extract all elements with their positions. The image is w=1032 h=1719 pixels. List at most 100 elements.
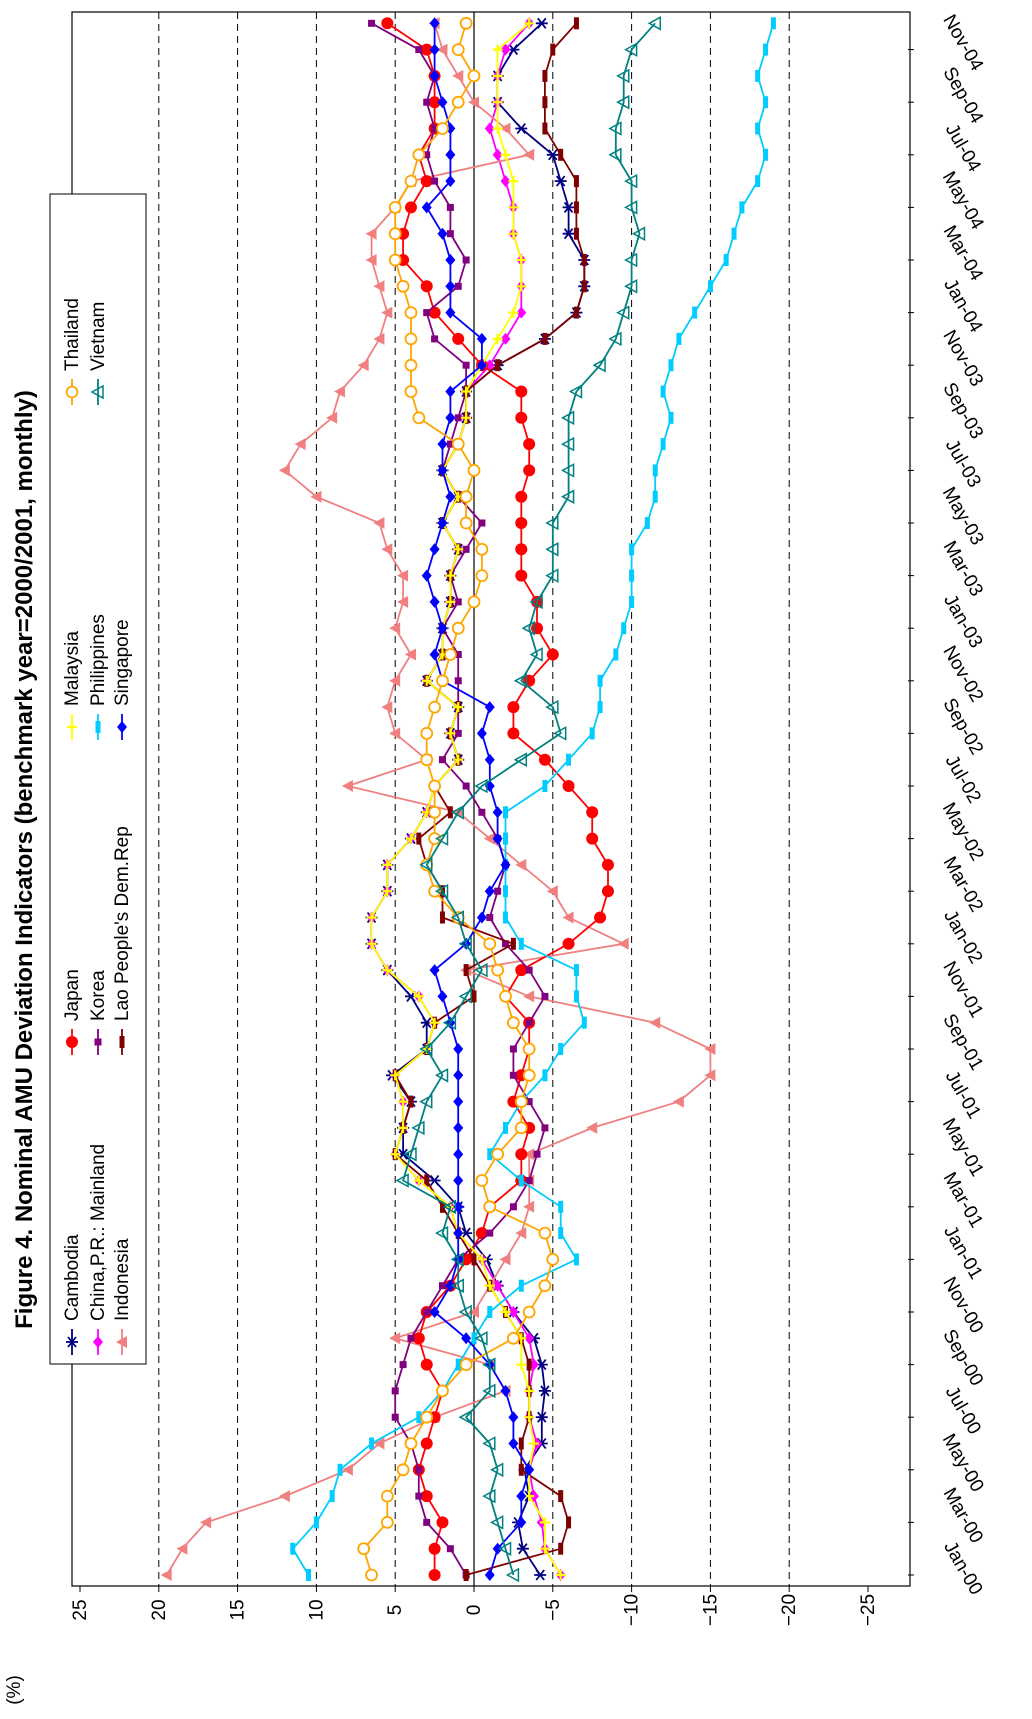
legend-label: Lao People's Dem.Rep <box>112 826 133 1021</box>
data-point <box>420 1358 433 1371</box>
data-point <box>502 940 510 948</box>
data-point <box>474 962 488 978</box>
data-point <box>453 544 464 555</box>
data-point <box>558 1043 564 1055</box>
x-tick-label: Jan-04 <box>939 275 986 336</box>
data-point <box>429 69 440 82</box>
data-point <box>455 1358 461 1371</box>
x-tick-label: Sep-00 <box>938 1326 987 1390</box>
data-point <box>484 701 495 714</box>
x-tick-label: May-01 <box>938 1115 988 1180</box>
data-point <box>389 674 401 687</box>
x-tick-label: Jul-03 <box>941 436 985 491</box>
data-point <box>515 517 528 529</box>
data-point <box>523 464 536 477</box>
data-point <box>562 937 575 950</box>
data-point <box>395 1173 409 1188</box>
data-point <box>515 964 528 977</box>
data-point <box>486 1229 494 1237</box>
data-point <box>562 201 575 213</box>
legend-swatch-marker <box>94 1038 102 1046</box>
data-point <box>439 1200 445 1213</box>
data-point <box>538 1385 551 1397</box>
data-point <box>405 833 416 844</box>
series-philippines <box>290 17 776 1581</box>
data-point <box>434 1068 449 1083</box>
data-point <box>434 1225 449 1241</box>
data-point <box>763 43 769 56</box>
data-point <box>428 1174 441 1187</box>
data-point <box>487 1306 493 1318</box>
legend-label: Philippines <box>88 614 109 706</box>
data-point <box>500 43 511 56</box>
data-point <box>442 1199 457 1215</box>
data-point <box>436 1384 449 1398</box>
data-point <box>500 175 511 188</box>
data-point <box>397 595 409 608</box>
legend-item: Vietnam <box>88 302 109 405</box>
data-point <box>545 568 559 583</box>
data-point <box>453 1148 464 1161</box>
data-point <box>458 1304 472 1320</box>
data-point <box>454 414 462 422</box>
data-point <box>462 361 470 369</box>
data-point <box>404 385 418 398</box>
data-point <box>436 1516 449 1529</box>
y-tick-label: 15 <box>228 1599 249 1620</box>
data-point <box>515 490 528 503</box>
x-tick-label: Mar-00 <box>939 1484 987 1547</box>
legend-item: China,P.R.: Mainland <box>88 1144 109 1355</box>
data-point <box>483 937 497 951</box>
x-tick-label: Mar-04 <box>939 222 987 285</box>
data-point <box>558 148 564 161</box>
data-point <box>452 69 464 82</box>
legend-swatch-marker <box>66 1036 78 1048</box>
data-point <box>434 831 449 846</box>
data-point <box>509 1071 517 1079</box>
legend-swatch-marker <box>66 1336 78 1348</box>
x-tick-label: Jul-04 <box>941 120 985 176</box>
data-point <box>500 858 511 871</box>
data-point <box>515 385 528 398</box>
legend-item: Cambodia <box>62 1234 83 1355</box>
data-point <box>624 42 638 57</box>
data-point <box>461 1332 472 1345</box>
data-point <box>566 753 572 766</box>
data-point <box>490 1515 504 1530</box>
data-point <box>573 990 579 1003</box>
data-point <box>581 280 587 293</box>
data-point <box>446 203 454 211</box>
data-point <box>445 148 456 161</box>
data-point <box>560 489 575 504</box>
data-point <box>525 1098 533 1106</box>
data-point <box>475 569 489 582</box>
series-thailand <box>357 16 560 1582</box>
x-tick-label: Nov-03 <box>938 327 987 391</box>
data-point <box>388 200 402 214</box>
data-point <box>341 1463 353 1476</box>
data-point <box>581 1016 587 1029</box>
data-point <box>503 885 509 898</box>
data-point <box>586 1121 598 1134</box>
data-point <box>462 782 470 790</box>
data-point <box>601 858 614 871</box>
data-point <box>428 884 442 898</box>
data-point <box>450 1252 464 1267</box>
legend-swatch-marker <box>95 721 101 733</box>
data-point <box>538 1279 552 1293</box>
y-tick-label: −15 <box>700 1594 721 1626</box>
legend-item: Japan <box>62 969 83 1055</box>
data-point <box>403 1146 417 1162</box>
data-point <box>476 359 487 372</box>
data-point <box>492 1279 503 1292</box>
data-point <box>518 1279 524 1292</box>
legend-swatch-marker <box>117 721 127 733</box>
data-point <box>404 1437 418 1450</box>
data-point <box>518 1437 524 1450</box>
data-point <box>523 1148 535 1161</box>
legend-item: Korea <box>88 970 109 1055</box>
y-tick-label: −5 <box>543 1599 564 1621</box>
legend-label: Malaysia <box>62 631 83 706</box>
data-point <box>415 1466 423 1474</box>
data-point <box>471 1332 477 1345</box>
